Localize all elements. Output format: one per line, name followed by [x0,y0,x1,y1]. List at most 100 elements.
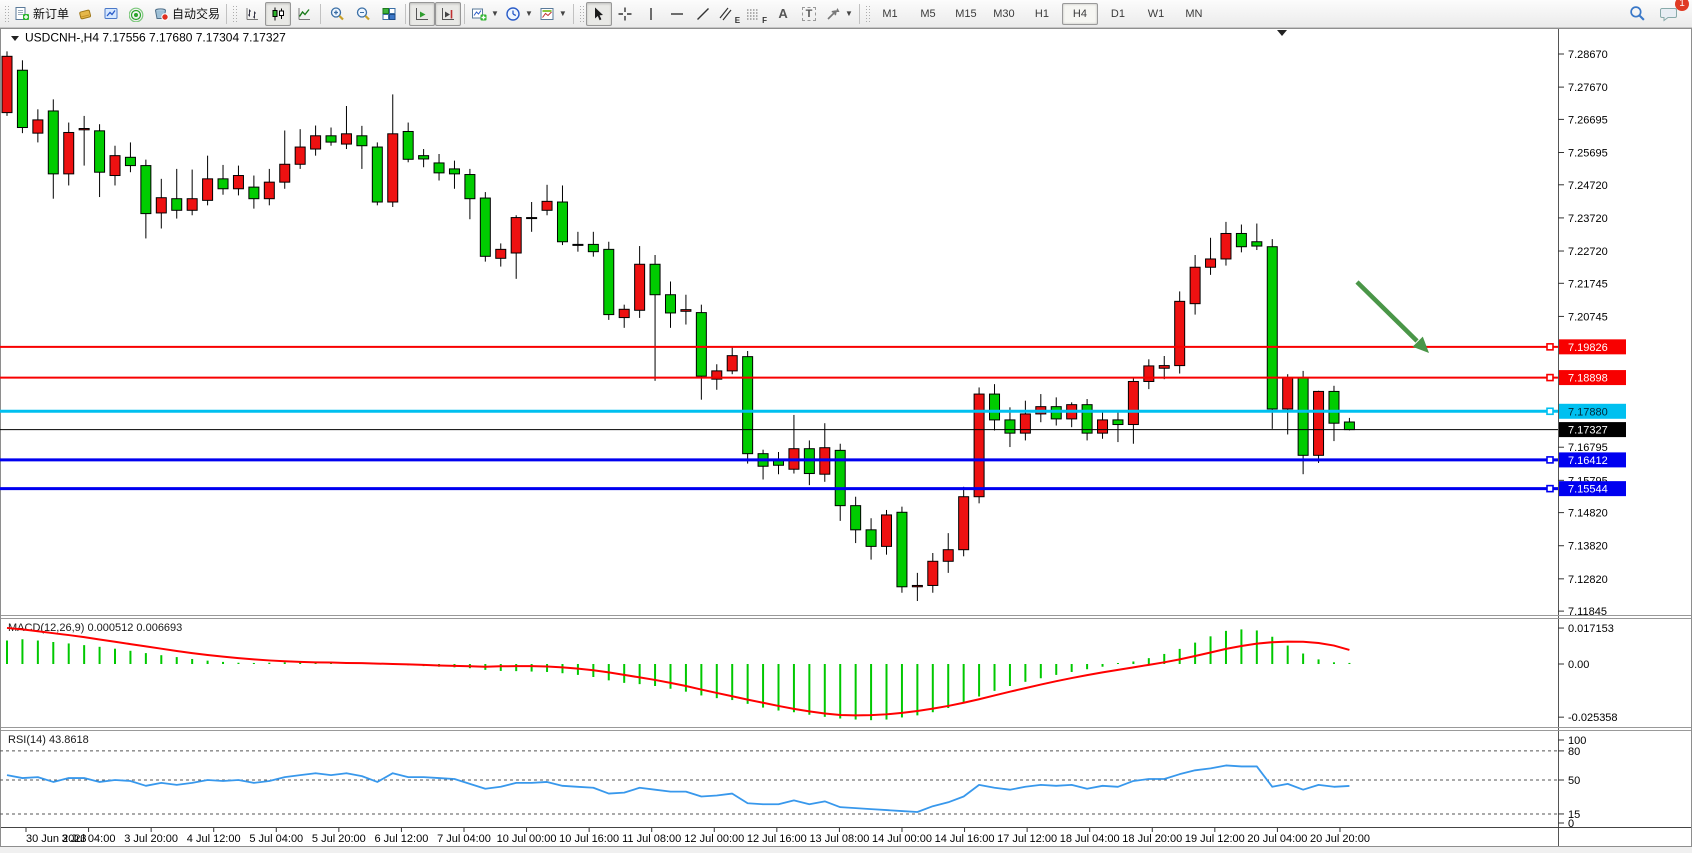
auto-trading-label: 自动交易 [172,7,221,21]
candle [942,533,954,573]
auto-trading-button[interactable]: 自动交易 [150,2,223,26]
price-badge-7.16412: 7.16412 [1559,452,1626,468]
svg-text:7.24720: 7.24720 [1568,180,1608,192]
candle [294,129,306,169]
indicators-dropdown-caret[interactable]: ▼ [491,9,499,18]
zoom-out-button[interactable] [350,2,376,26]
equidistant-channel-icon [719,7,732,20]
time-label: 17 Jul 12:00 [997,833,1057,845]
candle [217,164,229,195]
periods-dropdown-caret[interactable]: ▼ [524,9,533,18]
price-axis[interactable]: 7.28670 7.27670 7.26695 7.25695 7.24720 7.237… [1558,49,1626,618]
tile-windows-icon [382,7,396,20]
auto-scroll-button[interactable] [409,1,436,26]
candle [973,387,985,504]
time-label: 30 Jun 2023 [26,833,87,845]
level-line-7.17880[interactable] [0,407,1558,416]
fibonacci-tool-button[interactable]: F [743,2,770,26]
arrow-objects-dropdown-caret[interactable]: ▼ [845,9,853,18]
text-tool-button[interactable]: A [770,2,796,26]
funds-button[interactable] [72,2,98,26]
macd-panel[interactable]: MACD(12,26,9) 0.000512 0.006693 0.017153 0… [6,622,1618,724]
candle [63,122,75,186]
templates-dropdown-caret[interactable]: ▼ [558,9,567,18]
candle [664,281,676,328]
timeframe-M1[interactable]: M1 [882,7,898,20]
notifications-button[interactable]: 1 [1656,0,1689,26]
vertical-line-tool-button[interactable] [638,2,664,26]
level-line-7.16412[interactable] [0,456,1558,464]
new-order-button[interactable]: 新订单 [11,2,72,26]
rsi-label: RSI(14) 43.8618 [8,734,89,746]
templates-button[interactable]: ▼ [536,2,570,26]
cursor-tool-button[interactable] [585,1,612,26]
periods-button[interactable]: ▼ [502,2,536,26]
timeframe-W1[interactable]: W1 [1147,7,1165,20]
candle [356,125,368,169]
trend-arrow-annotation[interactable] [1355,280,1429,353]
line-chart-icon [298,7,311,20]
level-line-7.19826[interactable] [0,343,1558,351]
vertical-line-icon [650,7,652,20]
arrow-objects-button[interactable]: ▼ [822,2,856,26]
toolbar-grip[interactable] [232,4,238,23]
chart-shift-marker[interactable] [1277,30,1287,36]
zoom-out-icon [356,6,370,20]
toolbar-grip[interactable] [578,4,584,23]
time-label: 18 Jul 20:00 [1122,833,1182,845]
timeframe-M5[interactable]: M5 [920,7,936,20]
svg-text:7.11845: 7.11845 [1568,606,1607,618]
auto-trading-icon [155,7,169,21]
level-line-7.18898[interactable] [0,373,1558,382]
auto-scroll-icon [416,7,429,20]
timeframe-D1[interactable]: D1 [1110,7,1125,20]
search-button[interactable] [1624,2,1650,26]
tile-windows-button[interactable] [376,2,402,26]
candle [1266,239,1278,429]
zoom-in-icon [330,6,344,20]
candle [695,304,707,400]
svg-text:7.19826: 7.19826 [1568,342,1608,354]
time-label: 4 Jul 12:00 [187,833,241,845]
price-badge-7.17880: 7.17880 [1559,403,1626,419]
search-icon [1629,6,1645,21]
svg-text:7.26695: 7.26695 [1568,114,1608,126]
timeframe-H4[interactable]: H4 [1061,2,1098,25]
candle [124,142,136,173]
bar-chart-button[interactable] [239,2,265,26]
level-line-7.15544[interactable] [0,484,1558,493]
time-label: 11 Jul 08:00 [622,833,681,845]
equidistant-channel-tool-button[interactable]: E [716,2,743,26]
crosshair-tool-button[interactable] [612,2,638,26]
svg-text:15: 15 [1568,809,1580,821]
zoom-in-button[interactable] [324,2,350,26]
svg-text:7.21745: 7.21745 [1568,278,1608,290]
main-chart[interactable] [0,30,1558,602]
signal-button[interactable] [124,2,150,26]
candle [155,178,167,229]
chart-shift-button[interactable] [435,1,462,26]
price-badge-7.19826: 7.19826 [1559,339,1626,355]
toolbar-grip[interactable] [4,4,9,23]
candlestick-button[interactable] [265,1,292,26]
toolbar-grip[interactable] [864,4,870,23]
candle [495,243,507,267]
timeframe-H1[interactable]: H1 [1034,7,1049,20]
candle [279,130,291,189]
trendline-tool-button[interactable] [690,2,716,26]
candle [742,351,754,464]
collapse-triangle-icon [11,36,19,41]
time-label: 10 Jul 16:00 [559,833,619,845]
chart-window-button[interactable] [98,2,124,26]
horizontal-line-tool-button[interactable] [664,2,690,26]
indicators-button[interactable]: ▼ [468,2,502,26]
line-chart-button[interactable] [291,2,317,26]
timeframe-M15[interactable]: M15 [955,7,977,20]
timeframe-MN[interactable]: MN [1185,7,1203,20]
text-label-tool-button[interactable]: T [796,2,822,26]
funds-icon [79,9,92,19]
timeframe-M30[interactable]: M30 [993,7,1015,20]
